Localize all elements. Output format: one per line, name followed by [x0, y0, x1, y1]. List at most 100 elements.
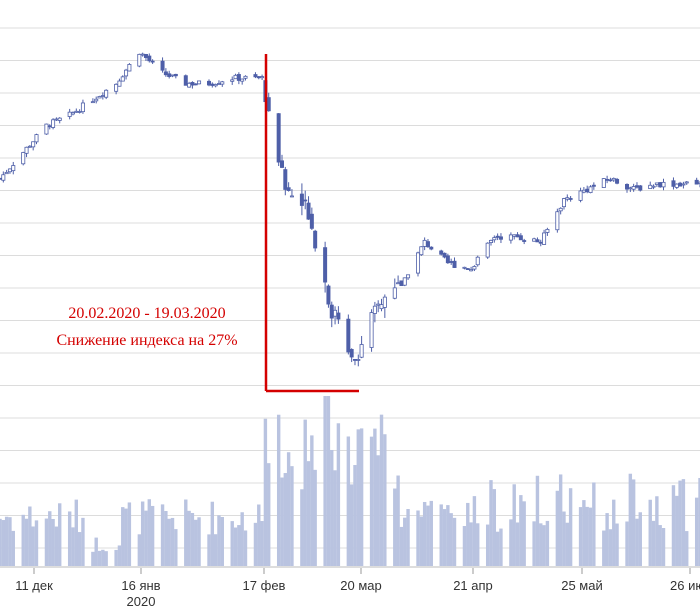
x-tick-label: 25 май	[561, 578, 603, 593]
candle-body	[359, 344, 364, 358]
candle-body	[266, 97, 271, 112]
volume-bar	[67, 511, 72, 566]
candle-body	[1, 174, 6, 181]
volume-bar	[101, 549, 105, 566]
candle-body	[442, 252, 447, 258]
volume-bar	[675, 495, 679, 566]
candle-body	[605, 178, 610, 181]
volume-bar	[383, 434, 387, 566]
volume-bar	[167, 518, 171, 566]
volume-bar	[476, 523, 480, 566]
volume-bar	[379, 414, 384, 566]
candle-body	[591, 184, 596, 187]
volume-bar	[492, 489, 497, 566]
annotation-decline-text: Снижение индекса на 27%	[56, 332, 237, 349]
candle-body	[379, 304, 384, 310]
candle-body	[21, 152, 26, 165]
volume-bar	[661, 528, 666, 566]
candle-body	[416, 252, 421, 274]
volume-bar	[21, 514, 25, 566]
candle-body	[488, 239, 493, 243]
volume-bar	[406, 508, 410, 566]
candle-body	[382, 296, 387, 308]
candle-body	[104, 89, 109, 98]
candle-body	[94, 98, 99, 102]
volume-bar	[127, 502, 132, 566]
candle-body	[183, 75, 188, 86]
candle-body	[369, 312, 374, 348]
volume-bar	[635, 518, 639, 566]
candle-body	[698, 181, 700, 184]
volume-bar	[558, 474, 563, 566]
candle-body	[70, 112, 75, 115]
candle-body	[425, 241, 430, 248]
candle-body	[581, 189, 586, 193]
volume-bar	[197, 517, 201, 566]
volume-bar	[681, 479, 686, 566]
candle-body	[402, 277, 407, 286]
volume-bar	[190, 512, 195, 566]
candle-body	[545, 229, 550, 233]
candle-body	[260, 76, 265, 79]
volume-bar	[638, 512, 642, 566]
volume-bar	[545, 520, 550, 566]
candle-body	[137, 53, 142, 67]
candle-body	[449, 261, 454, 263]
volume-bar	[144, 510, 148, 566]
candle-body	[611, 177, 616, 181]
candle-body	[170, 74, 175, 77]
volume-bar	[230, 521, 234, 566]
volume-bar	[74, 499, 79, 566]
candle-body	[485, 242, 490, 258]
volume-bar	[323, 396, 327, 566]
volume-bar	[678, 480, 682, 566]
volume-bar	[631, 479, 636, 566]
candle-body	[532, 238, 537, 242]
candle-body	[253, 74, 258, 78]
candle-body	[628, 187, 633, 190]
volume-bar	[495, 531, 500, 566]
candle-body	[452, 260, 457, 268]
volume-bar	[356, 429, 360, 566]
candle-body	[561, 198, 566, 208]
volume-bar	[217, 515, 221, 566]
candle-body	[678, 182, 683, 187]
candle-body	[671, 180, 676, 187]
candle-body	[67, 111, 72, 117]
volume-bar	[416, 510, 420, 566]
volume-bar	[147, 499, 151, 566]
volume-bar	[44, 518, 49, 566]
volume-bar	[184, 499, 188, 566]
candle-body	[439, 250, 444, 255]
volume-bar	[174, 529, 178, 566]
candle-body	[349, 349, 354, 358]
candle-body	[356, 359, 361, 361]
volume-bar	[605, 513, 609, 566]
candle-body	[77, 111, 82, 113]
volume-bar	[51, 518, 55, 566]
price-candles	[0, 52, 700, 367]
volume-bar	[369, 436, 374, 566]
candle-body	[233, 74, 238, 80]
volume-bar	[399, 526, 404, 566]
volume-bar	[160, 504, 165, 566]
volume-bar	[658, 525, 662, 566]
volume-bar	[522, 501, 526, 566]
candle-body	[615, 178, 620, 184]
volume-bar	[615, 523, 619, 566]
volume-bar	[263, 418, 268, 566]
candle-body	[631, 186, 636, 190]
volume-bar	[164, 511, 168, 566]
volume-bar	[469, 522, 473, 566]
candle-body	[276, 113, 281, 163]
volume-bar	[243, 530, 248, 566]
candle-body	[236, 74, 241, 81]
candle-body	[197, 80, 202, 85]
candle-body	[167, 73, 172, 77]
candle-body	[74, 110, 79, 113]
volume-bar	[24, 518, 29, 566]
annotation-date-range: 20.02.2020 - 19.03.2020	[68, 305, 225, 322]
volume-bar	[81, 517, 85, 566]
candle-body	[445, 255, 450, 264]
candle-body	[406, 274, 411, 279]
